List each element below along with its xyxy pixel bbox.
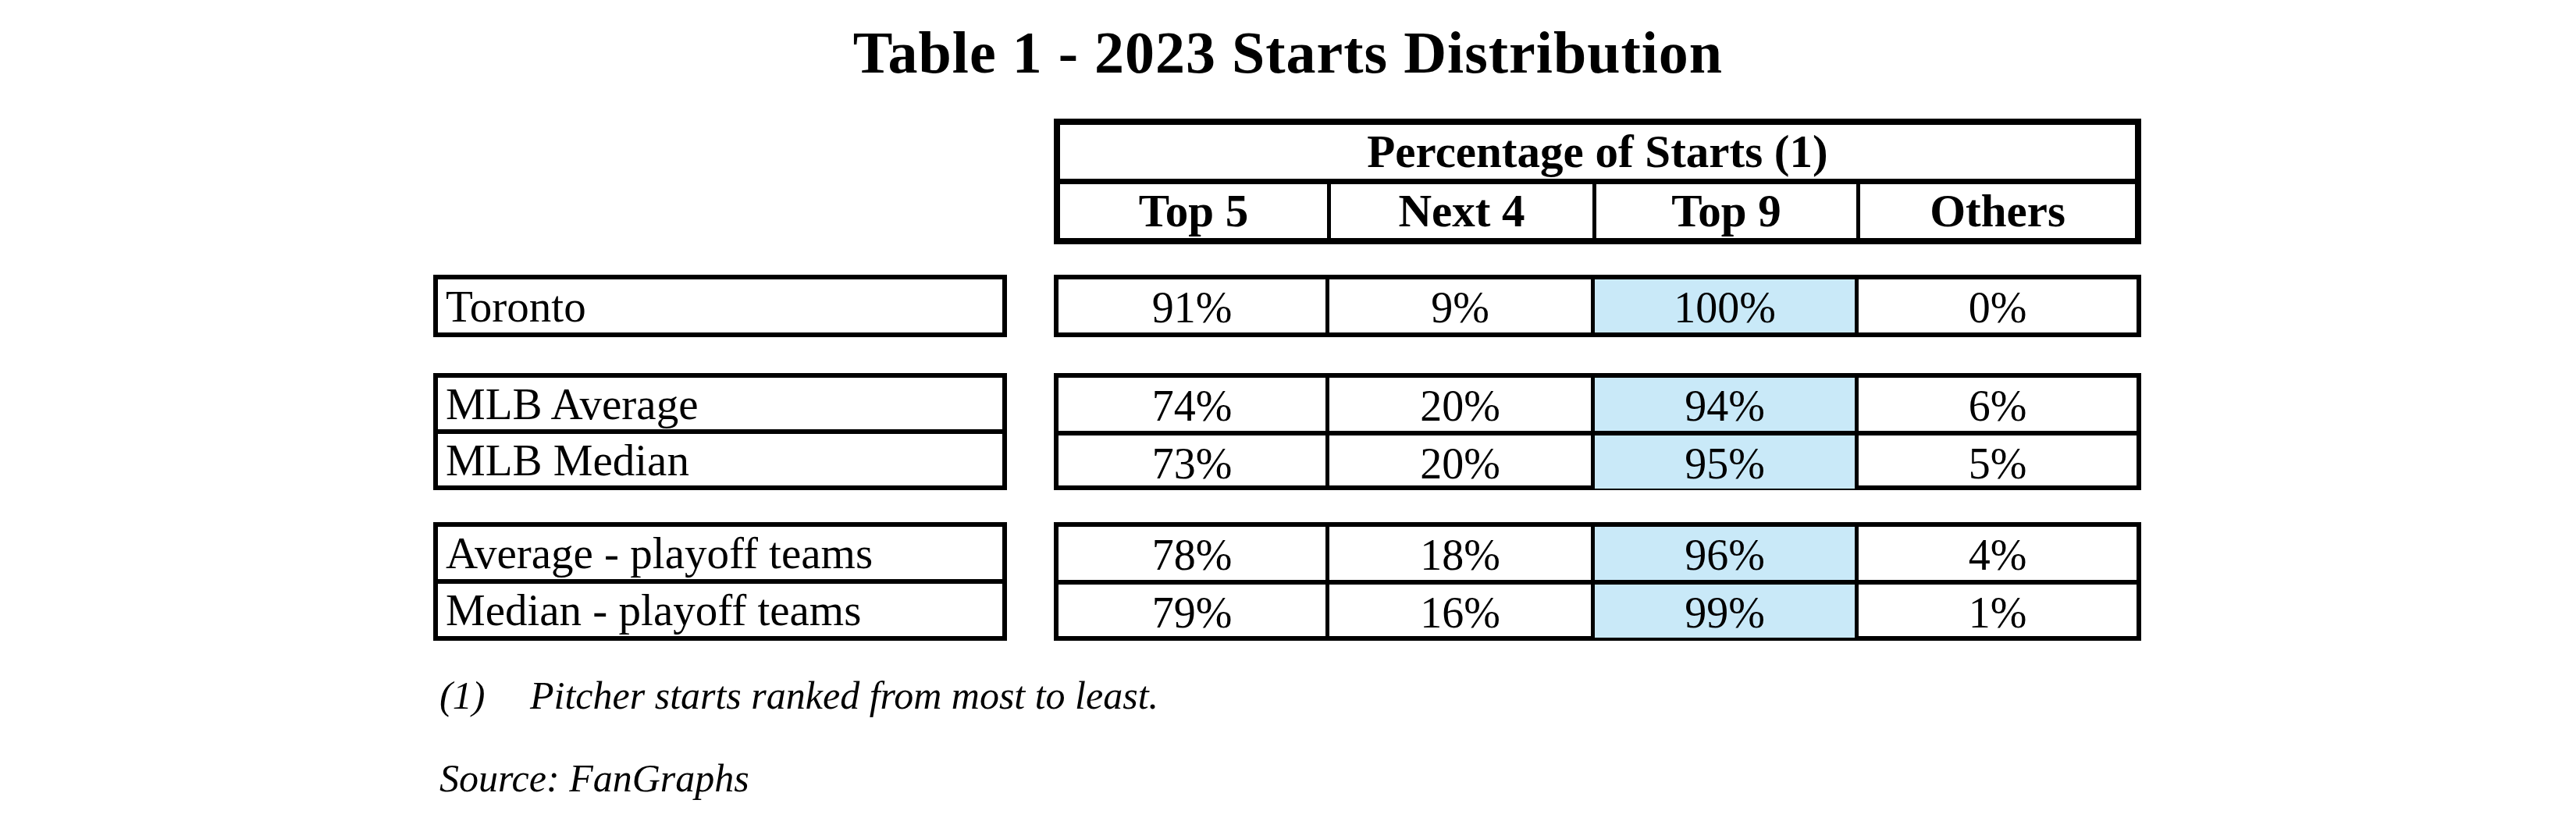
footnote-text: Pitcher starts ranked from most to least…	[530, 673, 1158, 718]
row-label-playoff-median: Median - playoff teams	[438, 584, 1002, 636]
label-box: MLB Average MLB Median	[433, 373, 1007, 490]
table-row: 78% 18% 96% 4%	[1059, 527, 2137, 585]
source-line: Source: FanGraphs	[439, 755, 749, 801]
cell-mlbmed-top9: 95%	[1595, 435, 1859, 489]
row-group-playoff: Average - playoff teams Median - playoff…	[433, 522, 2141, 641]
label-box: Average - playoff teams Median - playoff…	[433, 522, 1007, 641]
cell-playoffmed-top9: 99%	[1595, 585, 1859, 638]
data-box: 74% 20% 94% 6% 73% 20% 95% 5%	[1054, 373, 2141, 490]
page-title: Table 1 - 2023 Starts Distribution	[433, 19, 2143, 87]
cell-playoffavg-others: 4%	[1859, 527, 2137, 580]
column-header-top9: Top 9	[1596, 184, 1860, 238]
cell-playoffmed-others: 1%	[1859, 585, 2137, 638]
cell-mlbmed-next4: 20%	[1329, 435, 1595, 489]
cell-toronto-top5: 91%	[1059, 279, 1329, 332]
table-row: 73% 20% 95% 5%	[1059, 435, 2137, 489]
cell-playoffavg-next4: 18%	[1329, 527, 1595, 580]
cell-playoffavg-top5: 78%	[1059, 527, 1329, 580]
row-label-playoff-average: Average - playoff teams	[438, 527, 1002, 584]
row-group-mlb: MLB Average MLB Median 74% 20% 94% 6% 73…	[433, 373, 2141, 490]
data-box: 91% 9% 100% 0%	[1054, 275, 2141, 337]
cell-mlbavg-next4: 20%	[1329, 378, 1595, 431]
row-label-mlb-average: MLB Average	[438, 378, 1002, 434]
column-header-row: Top 5 Next 4 Top 9 Others	[1060, 184, 2135, 238]
cell-playoffmed-top5: 79%	[1059, 585, 1329, 638]
header-group-label: Percentage of Starts (1)	[1367, 125, 1827, 179]
cell-mlbmed-top5: 73%	[1059, 435, 1329, 489]
cell-mlbavg-top9: 94%	[1595, 378, 1859, 431]
column-header-others: Others	[1860, 184, 2135, 238]
row-group-toronto: Toronto 91% 9% 100% 0%	[433, 275, 2141, 337]
table-row: 91% 9% 100% 0%	[1059, 279, 2137, 332]
footnote-marker: (1)	[439, 673, 530, 718]
header-table: Percentage of Starts (1) Top 5 Next 4 To…	[1054, 119, 2141, 244]
row-label-mlb-median: MLB Median	[438, 434, 1002, 485]
column-header-next4: Next 4	[1331, 184, 1596, 238]
cell-toronto-top9: 100%	[1595, 279, 1859, 332]
data-box: 78% 18% 96% 4% 79% 16% 99% 1%	[1054, 522, 2141, 641]
cell-mlbavg-others: 6%	[1859, 378, 2137, 431]
row-label-toronto: Toronto	[438, 279, 1002, 332]
table-row: 74% 20% 94% 6%	[1059, 378, 2137, 435]
cell-mlbavg-top5: 74%	[1059, 378, 1329, 431]
cell-playoffmed-next4: 16%	[1329, 585, 1595, 638]
footnote: (1) Pitcher starts ranked from most to l…	[439, 673, 1158, 718]
label-box: Toronto	[433, 275, 1007, 337]
header-group-row: Percentage of Starts (1)	[1060, 125, 2135, 184]
column-header-top5: Top 5	[1060, 184, 1331, 238]
cell-toronto-others: 0%	[1859, 279, 2137, 332]
cell-toronto-next4: 9%	[1329, 279, 1595, 332]
cell-playoffavg-top9: 96%	[1595, 527, 1859, 580]
table-figure: Table 1 - 2023 Starts Distribution Perce…	[0, 0, 2576, 839]
cell-mlbmed-others: 5%	[1859, 435, 2137, 489]
table-row: 79% 16% 99% 1%	[1059, 585, 2137, 638]
